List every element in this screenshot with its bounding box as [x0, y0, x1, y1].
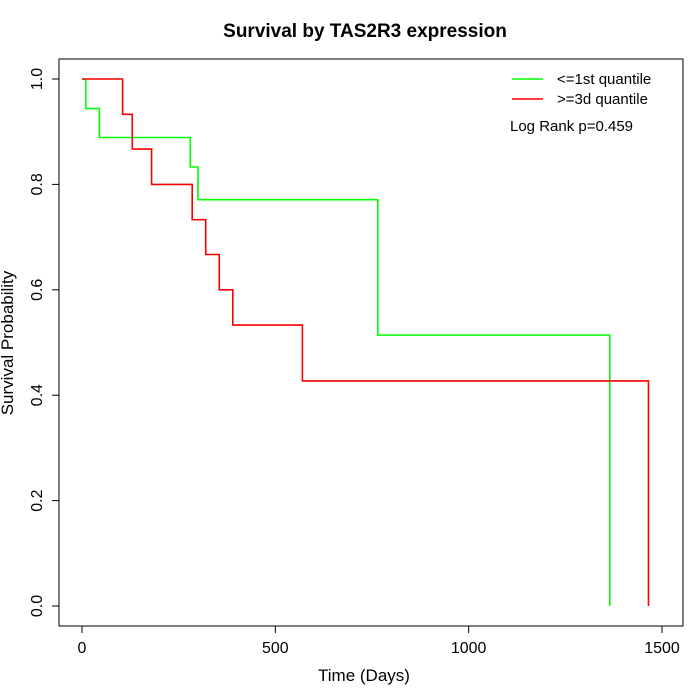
legend-label-2: >=3d quantile: [557, 91, 648, 108]
survival-curve-1: [82, 78, 611, 606]
y-tick-label: 0.8: [29, 173, 46, 195]
series-layer: [82, 78, 650, 606]
y-tick-label: 0.0: [29, 595, 46, 617]
log-rank-annotation: Log Rank p=0.459: [510, 118, 633, 135]
y-axis: 0.0 0.2 0.4 0.6 0.8 1.0: [29, 68, 60, 617]
y-tick-label: 1.0: [29, 68, 46, 90]
legend: <=1st quantile >=3d quantile: [512, 71, 651, 108]
x-axis-label: Time (Days): [318, 666, 410, 685]
y-tick-label: 0.2: [29, 489, 46, 511]
x-tick-label: 1000: [451, 640, 487, 657]
x-tick-label: 0: [78, 640, 87, 657]
y-tick-label: 0.4: [29, 384, 46, 406]
legend-label-1: <=1st quantile: [557, 71, 651, 88]
x-tick-label: 500: [262, 640, 289, 657]
chart-title: Survival by TAS2R3 expression: [223, 21, 507, 42]
x-axis: 0 500 1000 1500: [78, 625, 680, 657]
y-axis-label: Survival Probability: [0, 270, 17, 415]
plot-frame: [58, 58, 684, 627]
survival-curve-2: [82, 78, 650, 606]
y-tick-label: 0.6: [29, 279, 46, 301]
x-tick-label: 1500: [644, 640, 680, 657]
